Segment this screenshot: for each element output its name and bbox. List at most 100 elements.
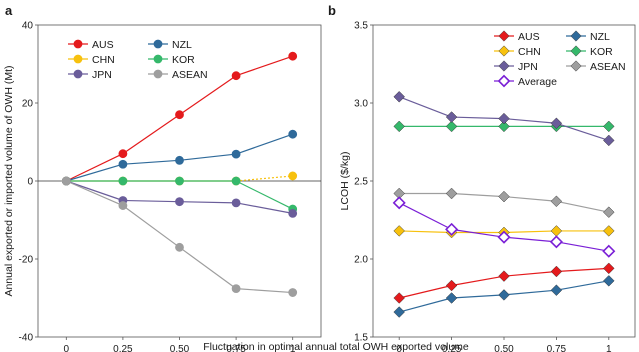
series-asean — [393, 187, 615, 218]
data-point — [550, 195, 563, 208]
panel-b: b LCOH ($/kg) 0 0.25 0.50 0.75 1 1.5 2.0 2.5 3.0… — [328, 3, 636, 352]
x-tick-label: 0.75 — [226, 344, 246, 352]
series-segment — [503, 118, 557, 124]
y-tick-label: -20 — [19, 255, 34, 266]
x-tick-label: 1 — [606, 344, 612, 352]
data-point — [393, 225, 405, 237]
x-tick-label: 0.50 — [170, 344, 190, 352]
series-segment — [66, 163, 124, 182]
data-point — [61, 176, 71, 186]
series-average — [392, 196, 616, 258]
data-point — [603, 225, 615, 237]
data-point — [549, 235, 563, 249]
series-aus — [393, 262, 615, 304]
series-segment — [122, 159, 180, 165]
data-point — [445, 120, 458, 133]
legend-label: ASEAN — [172, 69, 208, 81]
legend-marker — [498, 60, 510, 72]
data-point — [175, 197, 184, 207]
legend-label: KOR — [172, 54, 195, 66]
legend-marker — [570, 30, 582, 42]
panel-a-y-axis-title: Annual exported or imported volume of OW… — [3, 65, 15, 296]
data-point — [498, 112, 510, 125]
legend-label: ASEAN — [590, 61, 626, 73]
series-segment — [556, 280, 609, 291]
panel-b-label: b — [328, 3, 336, 18]
legend-marker — [73, 39, 83, 49]
data-point — [118, 159, 128, 169]
legend-marker — [498, 30, 510, 42]
data-point — [231, 71, 241, 81]
panel-b-series — [392, 91, 616, 318]
y-tick-label: 1.5 — [354, 333, 368, 344]
legend-marker — [497, 74, 511, 88]
data-point — [498, 120, 510, 133]
data-point — [393, 91, 405, 103]
legend-label: AUS — [518, 31, 540, 43]
series-segment — [66, 180, 124, 207]
series-segment — [235, 180, 293, 210]
legend-marker — [153, 39, 163, 49]
data-point — [288, 208, 298, 218]
legend-label: NZL — [590, 31, 610, 43]
y-tick-label: 3.5 — [354, 21, 368, 32]
series-segment — [451, 275, 505, 287]
series-segment — [503, 289, 557, 296]
data-point — [603, 275, 615, 287]
data-point — [118, 201, 128, 210]
legend-label: NZL — [172, 39, 192, 51]
series-segment — [556, 267, 609, 273]
legend-label: Average — [518, 76, 557, 88]
data-point — [231, 149, 241, 159]
y-tick-label: 40 — [22, 21, 34, 32]
legend-marker — [73, 69, 83, 79]
y-tick-label: 2.0 — [354, 255, 368, 266]
series-segment — [503, 196, 557, 202]
data-point — [497, 230, 511, 244]
series-segment — [451, 116, 505, 120]
series-jpn — [393, 91, 615, 147]
legend-label: AUS — [92, 39, 114, 51]
data-point — [231, 176, 241, 186]
series-segment — [398, 202, 452, 230]
data-point — [498, 270, 510, 282]
panel-b-legend: AUS NZL CHN KOR JPN ASEAN Average — [494, 30, 626, 88]
series-aus — [61, 51, 298, 186]
series-segment — [179, 201, 237, 204]
data-point — [175, 155, 184, 165]
data-point — [550, 284, 563, 296]
y-tick-label: 3.0 — [354, 99, 368, 110]
data-point — [231, 198, 241, 208]
x-tick-label: 1 — [290, 344, 296, 352]
series-segment — [236, 288, 293, 294]
y-tick-label: 2.5 — [354, 177, 368, 188]
series-segment — [179, 246, 237, 290]
legend-label: KOR — [590, 46, 613, 58]
data-point — [550, 265, 563, 278]
x-tick-label: 0.50 — [494, 344, 514, 352]
shared-x-axis-title: Fluctuation in optimal annual total OWH … — [203, 341, 469, 352]
data-point — [288, 288, 298, 297]
series-segment — [236, 175, 293, 182]
series-segment — [556, 122, 609, 142]
data-point — [550, 117, 563, 130]
data-point — [288, 51, 298, 61]
legend-marker — [73, 54, 83, 64]
series-segment — [235, 133, 293, 155]
y-tick-label: 0 — [27, 177, 33, 188]
series-segment — [122, 114, 180, 155]
data-point — [288, 171, 298, 181]
panel-b-y-axis-title: LCOH ($/kg) — [339, 152, 351, 211]
data-point — [118, 149, 128, 159]
series-segment — [556, 241, 609, 252]
data-point — [175, 242, 184, 252]
data-point — [603, 262, 615, 275]
series-segment — [66, 153, 124, 182]
data-point — [175, 110, 184, 120]
series-segment — [451, 294, 505, 299]
x-tick-label: 0.25 — [113, 344, 133, 352]
data-point — [445, 111, 458, 123]
data-point — [603, 120, 615, 133]
panel-a-ticks: 0 0.25 0.50 0.75 1 -40 -20 0 20 40 — [19, 21, 296, 352]
series-jpn — [61, 176, 298, 218]
